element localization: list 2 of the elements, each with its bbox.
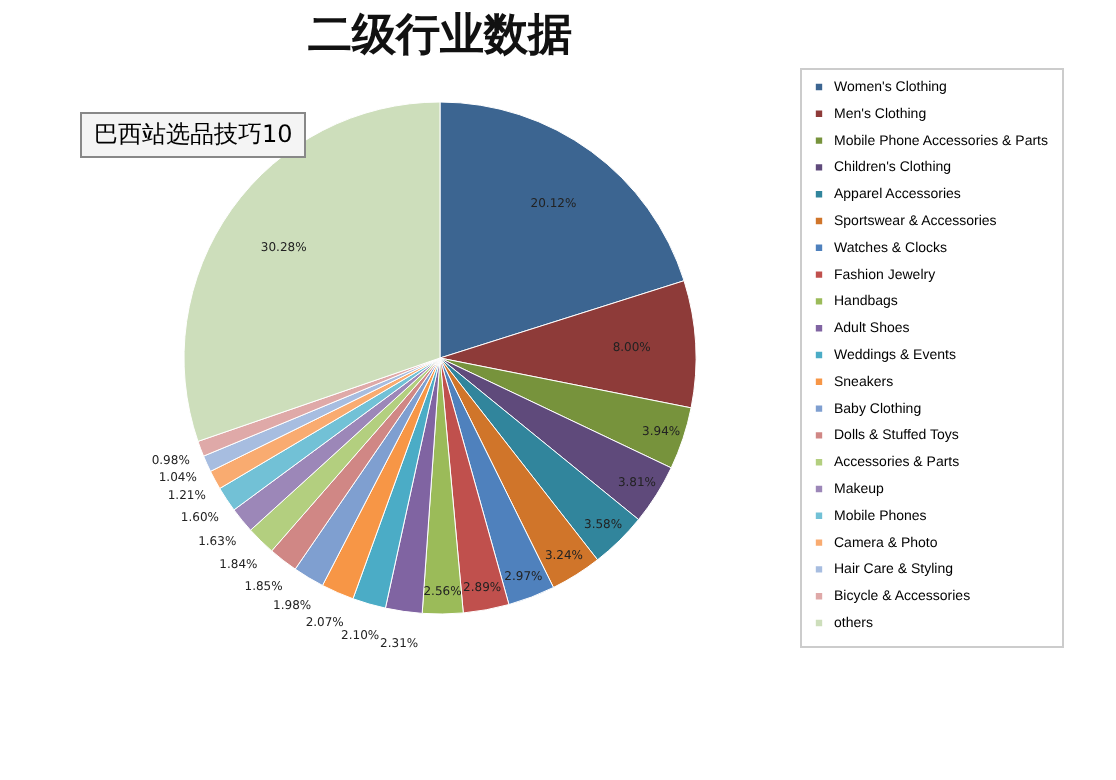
text: 巴西站选品技巧10: [80, 112, 307, 158]
chart-title: 二级行业数据: [308, 11, 572, 61]
